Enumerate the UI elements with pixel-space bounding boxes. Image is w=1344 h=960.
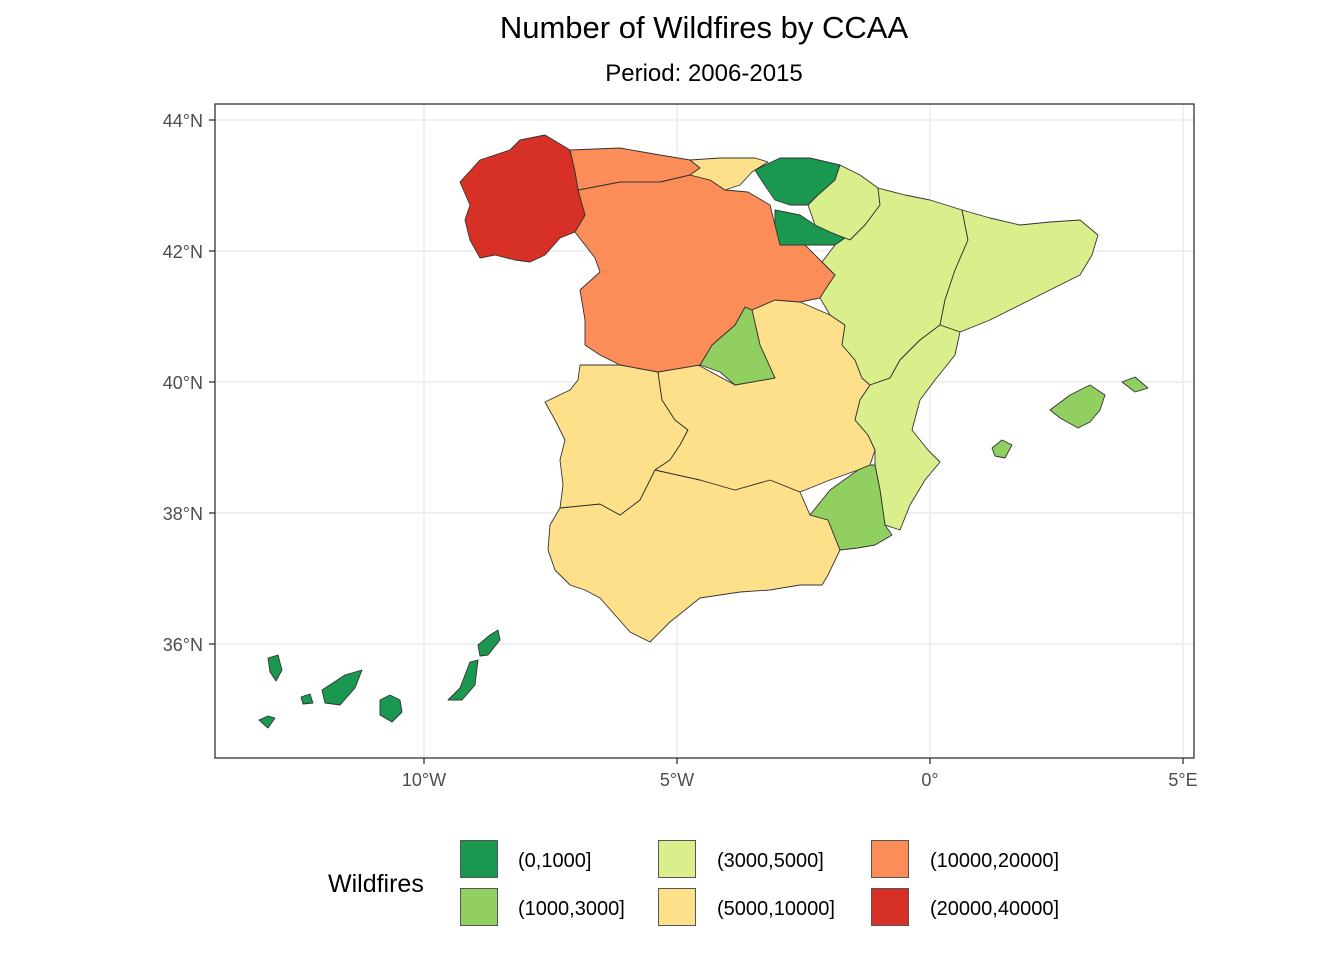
regions-layer xyxy=(258,134,1149,729)
region-canarias-el-hierro[interactable] xyxy=(258,715,276,729)
legend-label: (3000,5000] xyxy=(717,850,824,872)
x-tick-label: 5°W xyxy=(660,770,694,790)
panel-border xyxy=(214,103,1195,759)
axis-tick-marks xyxy=(209,119,1184,764)
legend-label: (1000,3000] xyxy=(518,898,625,920)
x-tick-label: 0° xyxy=(921,770,938,790)
legend-key xyxy=(460,840,498,878)
legend-key xyxy=(871,888,909,926)
region-baleares-mallorca[interactable] xyxy=(1049,384,1106,429)
region-canarias-fuerteventura[interactable] xyxy=(447,659,479,701)
y-tick-label: 38°N xyxy=(163,504,203,524)
legend-label: (10000,20000] xyxy=(930,850,1060,872)
region-baleares-menorca[interactable] xyxy=(1121,376,1149,393)
region-cantabria[interactable] xyxy=(689,157,769,191)
region-castilla-y-leon[interactable] xyxy=(574,174,836,373)
legend-label: (5000,10000] xyxy=(717,898,835,920)
legend-title: Wildfires xyxy=(328,870,424,898)
legend-key xyxy=(658,840,696,878)
x-tick-label: 10°W xyxy=(402,770,446,790)
y-tick-label: 44°N xyxy=(163,111,203,131)
region-canarias-tenerife[interactable] xyxy=(321,669,363,706)
region-canarias-la-gomera[interactable] xyxy=(300,693,314,705)
legend-key xyxy=(871,840,909,878)
map-title: Number of Wildfires by CCAA xyxy=(499,10,909,45)
map-subtitle: Period: 2006-2015 xyxy=(605,60,803,87)
y-tick-label: 36°N xyxy=(163,635,203,655)
region-canarias-la-palma[interactable] xyxy=(267,654,283,682)
y-tick-label: 40°N xyxy=(163,373,203,393)
region-murcia[interactable] xyxy=(809,464,893,551)
region-baleares-ibiza[interactable] xyxy=(991,439,1013,459)
legend-key xyxy=(460,888,498,926)
x-tick-label: 5°E xyxy=(1168,770,1197,790)
region-cataluna[interactable] xyxy=(939,209,1099,333)
legend-key xyxy=(658,888,696,926)
legend-label: (20000,40000] xyxy=(930,898,1060,920)
region-galicia[interactable] xyxy=(459,134,586,263)
region-canarias-gran-canaria[interactable] xyxy=(379,694,403,723)
y-tick-label: 42°N xyxy=(163,242,203,262)
legend-label: (0,1000] xyxy=(518,850,592,872)
region-canarias-lanzarote[interactable] xyxy=(477,629,501,657)
